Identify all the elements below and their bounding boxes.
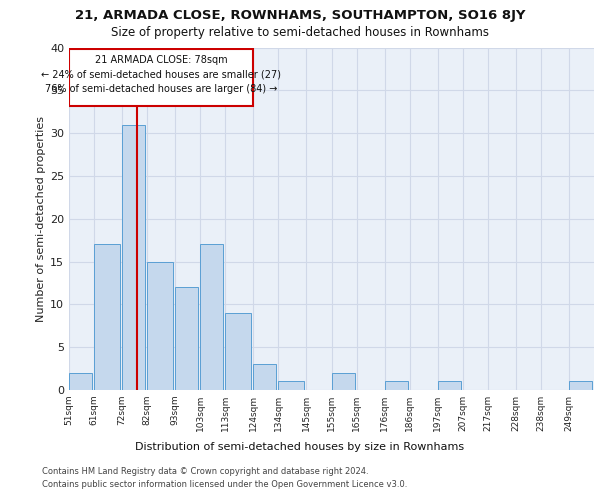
Y-axis label: Number of semi-detached properties: Number of semi-detached properties [36, 116, 46, 322]
Bar [253, 364, 277, 390]
Bar [226, 313, 251, 390]
Bar [331, 373, 355, 390]
Bar [122, 124, 145, 390]
Text: 76% of semi-detached houses are larger (84) →: 76% of semi-detached houses are larger (… [45, 84, 277, 94]
Bar [437, 382, 461, 390]
Text: ← 24% of semi-detached houses are smaller (27): ← 24% of semi-detached houses are smalle… [41, 70, 281, 80]
Bar [147, 262, 173, 390]
Bar [385, 382, 408, 390]
Text: Size of property relative to semi-detached houses in Rownhams: Size of property relative to semi-detach… [111, 26, 489, 39]
Text: Contains HM Land Registry data © Crown copyright and database right 2024.: Contains HM Land Registry data © Crown c… [42, 468, 368, 476]
Bar [94, 244, 120, 390]
Bar [278, 382, 304, 390]
Bar [69, 49, 253, 106]
Text: 21 ARMADA CLOSE: 78sqm: 21 ARMADA CLOSE: 78sqm [95, 55, 227, 65]
Text: Contains public sector information licensed under the Open Government Licence v3: Contains public sector information licen… [42, 480, 407, 489]
Text: Distribution of semi-detached houses by size in Rownhams: Distribution of semi-detached houses by … [136, 442, 464, 452]
Bar [200, 244, 223, 390]
Bar [569, 382, 592, 390]
Bar [175, 287, 198, 390]
Bar [69, 373, 92, 390]
Text: 21, ARMADA CLOSE, ROWNHAMS, SOUTHAMPTON, SO16 8JY: 21, ARMADA CLOSE, ROWNHAMS, SOUTHAMPTON,… [75, 9, 525, 22]
